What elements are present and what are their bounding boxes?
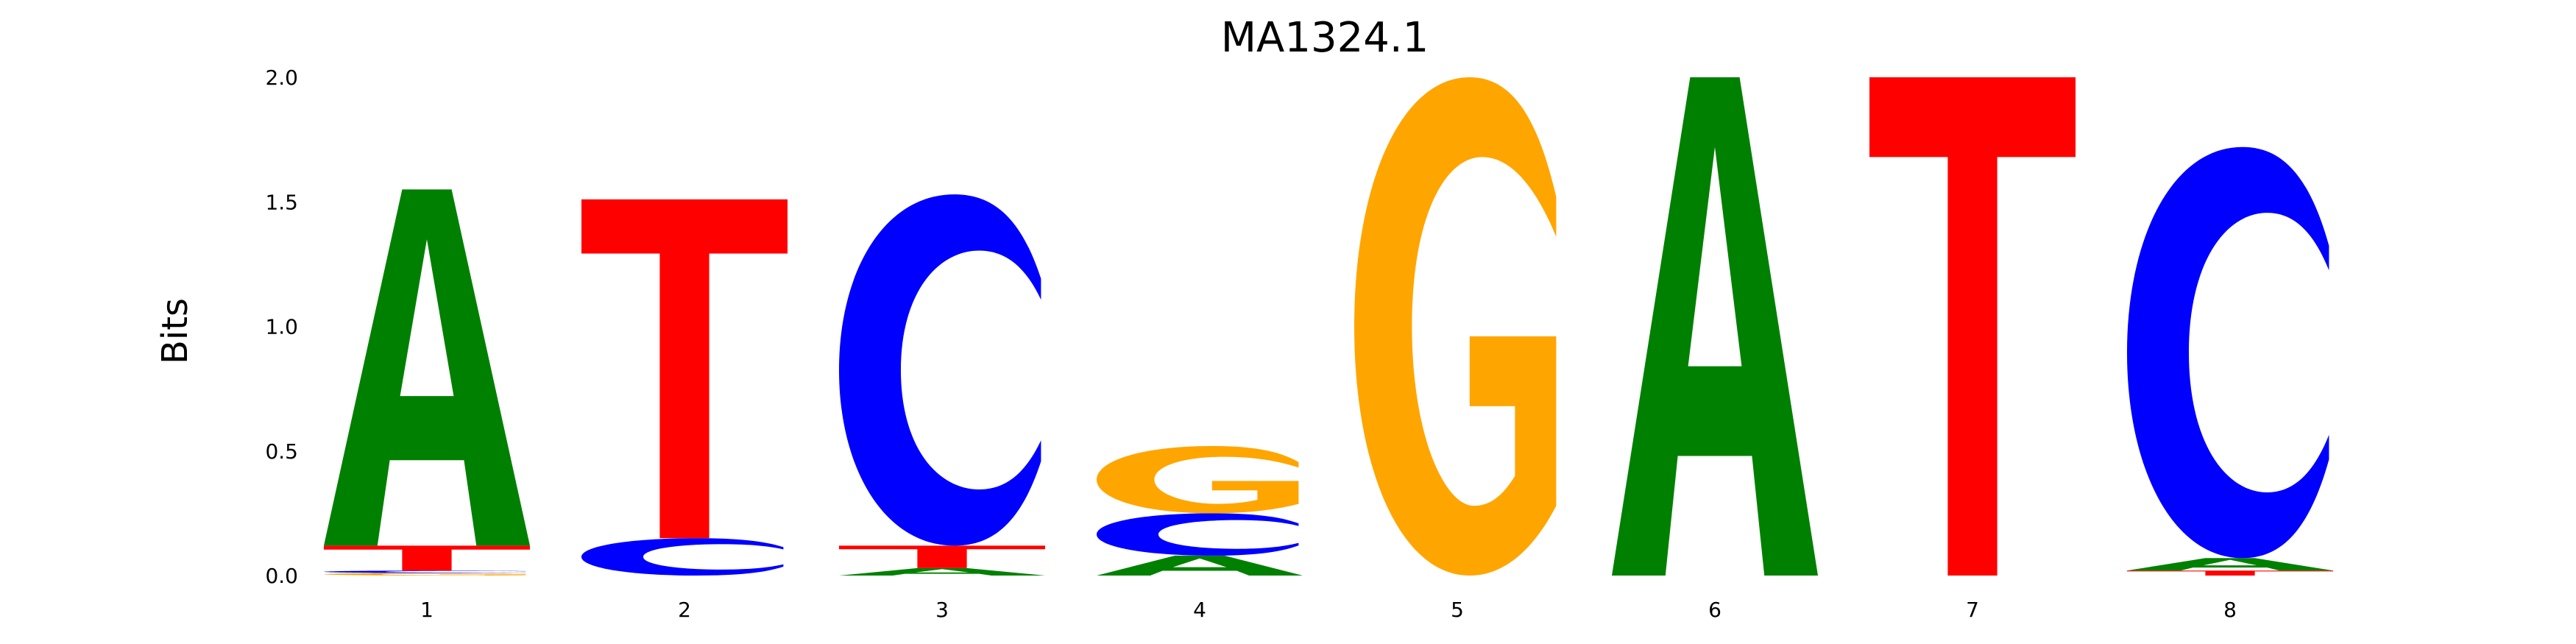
logo-letter-A-pos-6 — [1612, 77, 1818, 576]
logo-letter-G-pos-1 — [324, 573, 526, 576]
x-tick-label: 5 — [1451, 598, 1464, 622]
x-tick-label: 6 — [1708, 598, 1722, 622]
logo-letter-C-pos-1 — [324, 570, 526, 573]
x-tick-label: 3 — [935, 598, 949, 622]
logo-letter-T-pos-7 — [1869, 77, 2076, 576]
logo-letter-A-pos-8 — [2127, 558, 2333, 571]
y-tick-label: 1.5 — [265, 190, 298, 214]
logo-letter-G-pos-5 — [1354, 77, 1557, 576]
logo-letter-C-pos-8 — [2127, 146, 2329, 559]
logo-letter-T-pos-2 — [581, 199, 788, 539]
logo-letter-A-pos-4 — [1097, 555, 1303, 576]
x-tick-label: 8 — [2223, 598, 2237, 622]
x-tick-label: 4 — [1193, 598, 1206, 622]
logo-letter-C-pos-4 — [1097, 513, 1299, 556]
y-tick-label: 0.0 — [265, 564, 298, 588]
logo-letter-T-pos-8 — [2127, 570, 2333, 576]
logo-letter-C-pos-3 — [839, 194, 1041, 546]
y-axis-ticks: 0.0 0.5 1.0 1.5 2.0 — [265, 66, 298, 588]
logo-letter-A-pos-1 — [324, 189, 530, 546]
logo-letter-A-pos-3 — [839, 567, 1045, 576]
x-tick-label: 7 — [1966, 598, 1979, 622]
y-tick-label: 2.0 — [265, 66, 298, 90]
x-tick-label: 1 — [420, 598, 434, 622]
logo-letter-T-pos-1 — [324, 545, 530, 571]
y-tick-label: 1.0 — [265, 315, 298, 339]
logo-letter-C-pos-2 — [581, 538, 784, 576]
chart-title: MA1324.1 — [1221, 14, 1429, 62]
logo-letter-G-pos-4 — [1097, 445, 1299, 514]
x-tick-label: 2 — [678, 598, 691, 622]
y-tick-label: 0.5 — [265, 439, 298, 464]
logo-letter-T-pos-3 — [839, 545, 1045, 568]
logo-stacks — [324, 77, 2333, 576]
y-axis-label: Bits — [155, 298, 196, 364]
x-axis-ticks: 1 2 3 4 5 6 7 8 — [420, 598, 2237, 622]
